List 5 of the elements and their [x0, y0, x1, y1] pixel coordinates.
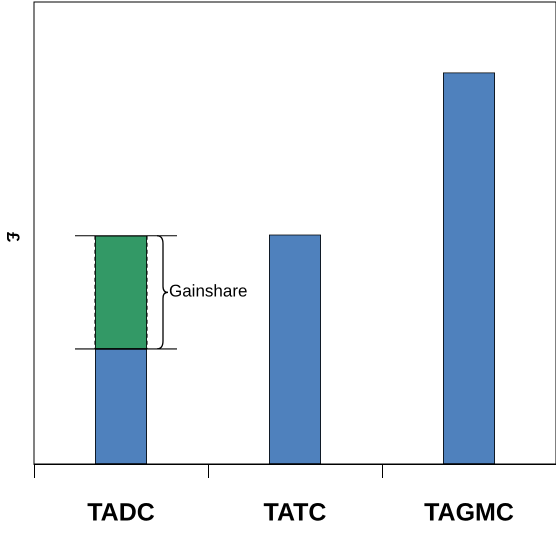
x-tick-label: TADC [87, 498, 155, 526]
x-tick-label: TAGMC [424, 498, 514, 526]
y-axis-title: £ [3, 232, 23, 242]
annotation: Gainshare [169, 281, 248, 300]
x-tick-label: TATC [264, 498, 326, 526]
